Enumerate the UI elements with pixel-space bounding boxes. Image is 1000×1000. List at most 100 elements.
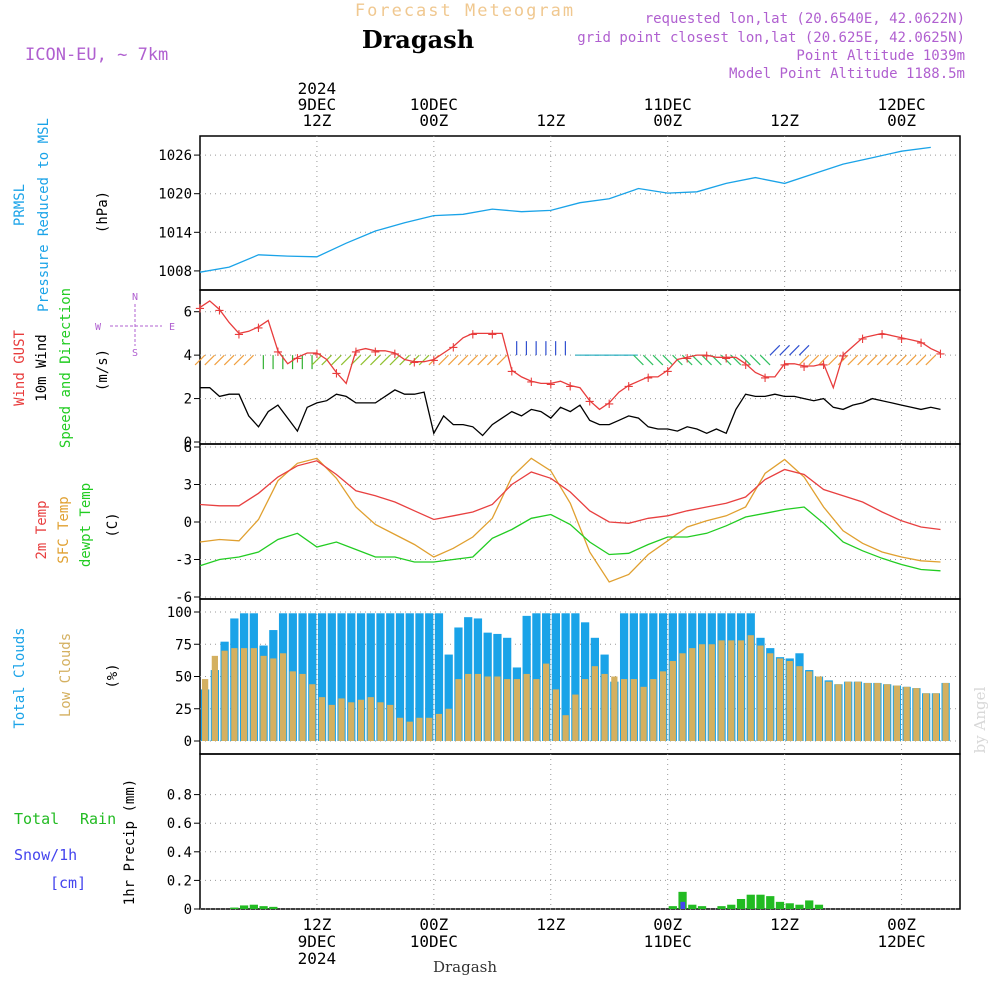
low-cloud-bar (416, 717, 423, 741)
gust-marker: + (448, 340, 459, 355)
pressure-unit: (hPa) (95, 191, 111, 233)
wind-arrow (447, 354, 459, 366)
low-cloud-bar (513, 679, 521, 741)
wind-dir-label: Speed and Direction (58, 288, 74, 448)
bottom-time-label: 10DEC (410, 932, 458, 951)
wind10m-label: 10m Wind (34, 334, 50, 401)
wind-arrow (360, 354, 371, 366)
gust-marker: + (643, 371, 654, 386)
total-cloud-bar (639, 613, 648, 741)
low-cloud-bar (289, 671, 296, 741)
rain-bar (805, 900, 814, 909)
low-cloud-bar (309, 684, 316, 741)
rain-bar (239, 905, 249, 909)
rain-bar (736, 898, 746, 909)
wind-arrow (467, 354, 479, 366)
wind-arrow (379, 354, 391, 366)
low-cloud-bar (406, 721, 413, 741)
gridpoint-coords: grid point closest lon,lat (20.625E, 42.… (577, 30, 965, 46)
gust-marker: + (565, 380, 576, 395)
low-cloud-bar (640, 686, 647, 741)
wind-arrow (915, 354, 927, 366)
low-cloud-bar (767, 653, 774, 741)
pressure-label-1: PRMSL (12, 184, 28, 226)
low-cloud-bar (903, 686, 910, 741)
snow-bar (680, 901, 686, 909)
gust-marker: + (526, 375, 537, 390)
low-cloud-bar (942, 682, 949, 741)
gust-marker: + (409, 356, 420, 371)
low-cloud-bar (708, 644, 715, 741)
wind-arrow (642, 354, 654, 366)
gust-marker: + (623, 380, 634, 395)
gust-marker: + (877, 327, 888, 342)
low-cloud-bar (864, 682, 871, 741)
wind-arrow (818, 354, 829, 366)
low-cloud-bar (796, 666, 803, 741)
y-tick-label: 75 (175, 637, 192, 653)
low-cloud-bar (572, 694, 579, 741)
wind-arrow (769, 344, 781, 356)
low-cloud-bar (367, 697, 374, 741)
low-cloud-bar (211, 655, 218, 741)
wind-arrow (243, 354, 255, 366)
total-cloud-label: Total Clouds (12, 627, 28, 728)
low-cloud-bar (484, 676, 491, 741)
wind-arrow (779, 344, 790, 356)
pressure-line (199, 146, 931, 273)
low-cloud-bar (318, 697, 326, 741)
gust-marker: + (195, 301, 206, 316)
gust-marker: + (896, 332, 907, 347)
wind-arrow (896, 354, 907, 366)
plot-area: 10081014102010260246-6-3036025507510000.… (158, 79, 961, 968)
rain-bar (766, 896, 775, 909)
y-tick-label: 0 (184, 902, 192, 918)
point-altitude: Point Altitude 1039m (796, 48, 965, 64)
wind-arrow (340, 354, 352, 366)
y-tick-label: 25 (175, 702, 192, 718)
gust-marker: + (234, 327, 245, 342)
gust-marker: + (760, 371, 771, 386)
y-tick-label: -3 (175, 553, 192, 569)
rain-bar (717, 906, 726, 909)
rain-bar (259, 906, 268, 909)
gust-marker: + (253, 321, 264, 336)
bottom-time-label: 11DEC (644, 932, 692, 951)
low-cloud-label: Low Clouds (58, 633, 74, 717)
wind-arrow (681, 354, 693, 366)
y-tick-label: 0 (184, 734, 192, 750)
gust-label: Wind GUST (12, 330, 28, 406)
low-cloud-bar (455, 679, 462, 741)
y-tick-label: 3 (184, 478, 192, 494)
wind-arrow (409, 354, 420, 366)
snow-label: Snow/1h (14, 846, 77, 864)
pressure-label-2: Pressure Reduced to MSL (36, 118, 52, 312)
rain-bar (269, 906, 278, 909)
top-time-label: 12Z (536, 111, 565, 130)
low-cloud-bar (543, 663, 550, 741)
y-tick-label: 1014 (158, 225, 192, 241)
gust-marker: + (662, 364, 673, 379)
wind-arrow (223, 354, 235, 366)
top-time-label: 10DEC (410, 95, 458, 114)
low-cloud-bar (679, 653, 686, 741)
low-cloud-bar (240, 648, 248, 741)
rain-bar (775, 901, 785, 909)
low-cloud-bar (221, 650, 228, 741)
wind-arrow (701, 354, 713, 366)
bottom-time-label: 9DEC (298, 932, 337, 951)
low-cloud-bar (776, 658, 784, 741)
low-cloud-bar (494, 676, 501, 741)
low-cloud-bar (377, 702, 384, 741)
low-cloud-bar (552, 689, 560, 741)
wind-arrow (925, 354, 937, 366)
compass-n: N (132, 292, 138, 303)
total-cloud-bar (434, 613, 444, 741)
gust-marker: + (916, 336, 927, 351)
rain-bar (785, 903, 794, 909)
low-cloud-bar (601, 673, 608, 741)
low-cloud-bar (630, 679, 637, 741)
gust-marker: + (214, 304, 225, 319)
